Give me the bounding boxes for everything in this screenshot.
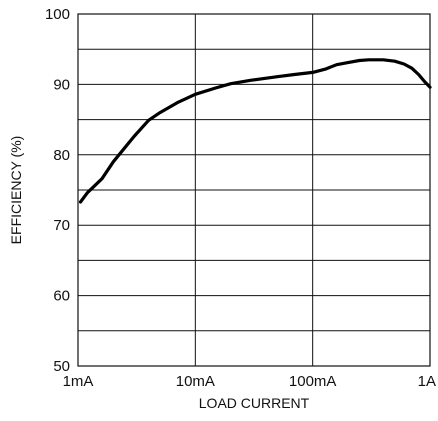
- series-line-0: [78, 58, 432, 204]
- grid: [77, 13, 431, 367]
- y-tick-label-1: 60: [53, 288, 70, 305]
- y-tick-label-2: 70: [53, 217, 70, 234]
- x-tick-label-1: 10mA: [176, 373, 215, 390]
- y-tick-label-4: 90: [53, 76, 70, 93]
- y-tick-label-3: 80: [53, 147, 70, 164]
- x-tick-label-3: 1A: [418, 373, 436, 390]
- x-tick-label-0: 1mA: [63, 373, 94, 390]
- x-axis-title: LOAD CURRENT: [199, 395, 310, 411]
- y-tick-label-0: 50: [53, 358, 70, 375]
- y-tick-label-5: 100: [45, 6, 70, 23]
- series-layer: [78, 58, 432, 204]
- tick-labels: 50 60 70 80 90 100 1mA 10mA 100mA 1A: [45, 6, 436, 390]
- x-tick-label-2: 100mA: [289, 373, 337, 390]
- y-axis-title: EFFICIENCY (%): [8, 136, 24, 245]
- plot-frame: [77, 13, 431, 367]
